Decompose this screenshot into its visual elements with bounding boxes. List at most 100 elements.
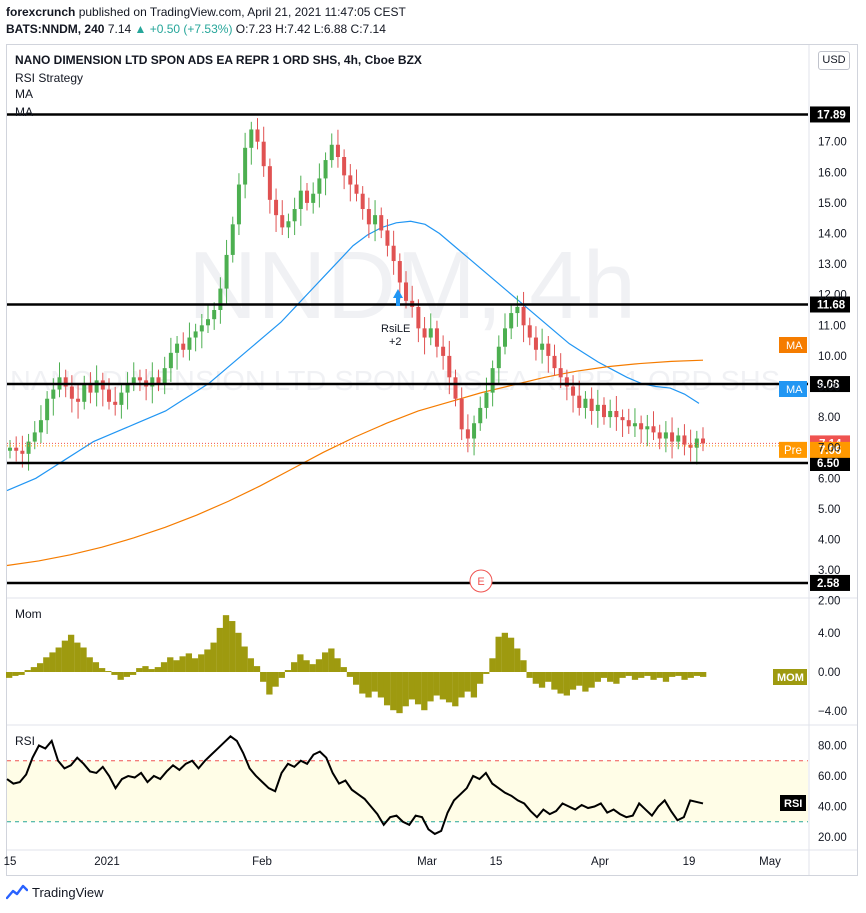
- y-tick-label: 6.00: [818, 473, 840, 485]
- momentum-bar: [638, 672, 645, 678]
- rsi-tick-label: 60.00: [818, 771, 847, 783]
- candle-body: [552, 355, 557, 369]
- currency-button[interactable]: USD: [818, 51, 850, 70]
- momentum-bar: [253, 666, 261, 672]
- candle-body: [404, 282, 408, 301]
- momentum-bar: [433, 672, 440, 696]
- momentum-bar: [551, 672, 558, 690]
- momentum-bar: [501, 632, 509, 672]
- momentum-bar: [98, 668, 106, 672]
- ma-fast-tag-text: MA: [786, 384, 803, 396]
- watermark-small: NANO DIMENSION LTD SPON ADS EA REPR 1 OR…: [10, 365, 780, 396]
- candle-body: [342, 157, 347, 176]
- momentum-bar: [43, 657, 50, 672]
- momentum-bar: [644, 672, 651, 676]
- candle-body: [632, 423, 637, 427]
- momentum-bar: [117, 672, 124, 680]
- level-tag-text: 6.50: [817, 458, 839, 470]
- symbol-name[interactable]: BATS:NNDM, 240: [6, 22, 105, 36]
- momentum-bar: [260, 672, 267, 682]
- tradingview-logo-icon: [6, 884, 28, 900]
- momentum-bar: [439, 672, 447, 700]
- y-tick-label: 2.00: [818, 596, 840, 608]
- rsi-pane[interactable]: RSI: [6, 735, 808, 836]
- candle-body: [688, 444, 693, 448]
- candle-body: [490, 368, 495, 393]
- y-tick-label: 14.00: [818, 229, 847, 241]
- momentum-bar: [315, 659, 323, 672]
- ma-slow-tag-text: MA: [786, 340, 803, 352]
- momentum-bar: [241, 646, 248, 672]
- momentum-bar: [334, 658, 341, 672]
- candle-body: [354, 184, 359, 194]
- momentum-bar: [148, 669, 155, 672]
- entry-qty: +2: [389, 336, 402, 348]
- momentum-bar: [476, 672, 484, 684]
- momentum-bar: [340, 667, 347, 672]
- momentum-bar: [681, 672, 688, 680]
- rsi-tick-label: 80.00: [818, 741, 847, 753]
- momentum-bar: [204, 649, 211, 672]
- candle-body: [305, 190, 309, 203]
- price-pane[interactable]: 17.8911.689.086.502.587.14Pre7.06MAMARsi…: [6, 106, 850, 593]
- x-tick-label: Feb: [252, 856, 272, 868]
- candle-body: [546, 343, 551, 356]
- x-tick-label: 2021: [94, 856, 120, 868]
- momentum-bar: [86, 657, 93, 672]
- momentum-bar: [458, 672, 465, 698]
- mom-tag-text: MOM: [777, 672, 804, 684]
- symbol-line: BATS:NNDM, 240 7.14 ▲ +0.50 (+7.53%) O:7…: [6, 22, 386, 36]
- publisher-name[interactable]: forexcrunch: [6, 5, 76, 19]
- momentum-bar: [600, 672, 608, 678]
- candle-body: [88, 383, 93, 393]
- rsi-tag-text: RSI: [784, 798, 802, 810]
- momentum-bar: [291, 662, 298, 672]
- momentum-bar: [284, 670, 292, 672]
- candle-body: [527, 325, 532, 338]
- candle-body: [267, 166, 272, 200]
- candle-body: [509, 313, 514, 329]
- momentum-bar: [693, 672, 701, 676]
- momentum-bar: [173, 660, 180, 672]
- momentum-bar: [185, 653, 192, 672]
- candle-body: [76, 398, 81, 402]
- momentum-bar: [353, 672, 360, 685]
- momentum-bar: [569, 672, 577, 690]
- y-tick-label: 16.00: [818, 167, 847, 179]
- momentum-bar: [359, 672, 366, 694]
- candle-body: [107, 389, 111, 402]
- price-change: ▲ +0.50 (+7.53%): [134, 22, 233, 36]
- candle-body: [224, 254, 229, 289]
- momentum-bar: [278, 672, 285, 678]
- candle-body: [577, 395, 582, 408]
- momentum-bar: [235, 632, 242, 672]
- momentum-bar: [210, 642, 217, 672]
- mom-pane-title: Mom: [15, 607, 42, 621]
- candle-body: [181, 343, 186, 350]
- momentum-bar: [631, 672, 639, 680]
- momentum-bar: [80, 647, 87, 672]
- candle-body: [38, 420, 43, 433]
- momentum-bar: [36, 663, 44, 672]
- candle-body: [168, 352, 173, 369]
- momentum-bar: [198, 654, 205, 672]
- brand-footer[interactable]: TradingView: [6, 884, 104, 900]
- candle-body: [175, 343, 180, 353]
- momentum-bar: [594, 672, 601, 682]
- candle-body: [564, 377, 569, 387]
- level-tag: [810, 376, 850, 393]
- momentum-bar: [489, 658, 496, 672]
- level-tag-text: 2.58: [817, 578, 840, 590]
- momentum-bar: [272, 672, 279, 687]
- candle-body: [533, 337, 538, 350]
- momentum-bar: [588, 672, 595, 688]
- candle-body: [243, 147, 248, 185]
- momentum-bar: [470, 672, 478, 698]
- legend-study-ma: MA: [15, 105, 33, 119]
- candle-body: [212, 310, 217, 320]
- chart-frame[interactable]: [6, 44, 858, 876]
- momentum-bar: [55, 647, 62, 672]
- momentum-pane[interactable]: MOM: [6, 615, 807, 714]
- candle-body: [447, 355, 452, 378]
